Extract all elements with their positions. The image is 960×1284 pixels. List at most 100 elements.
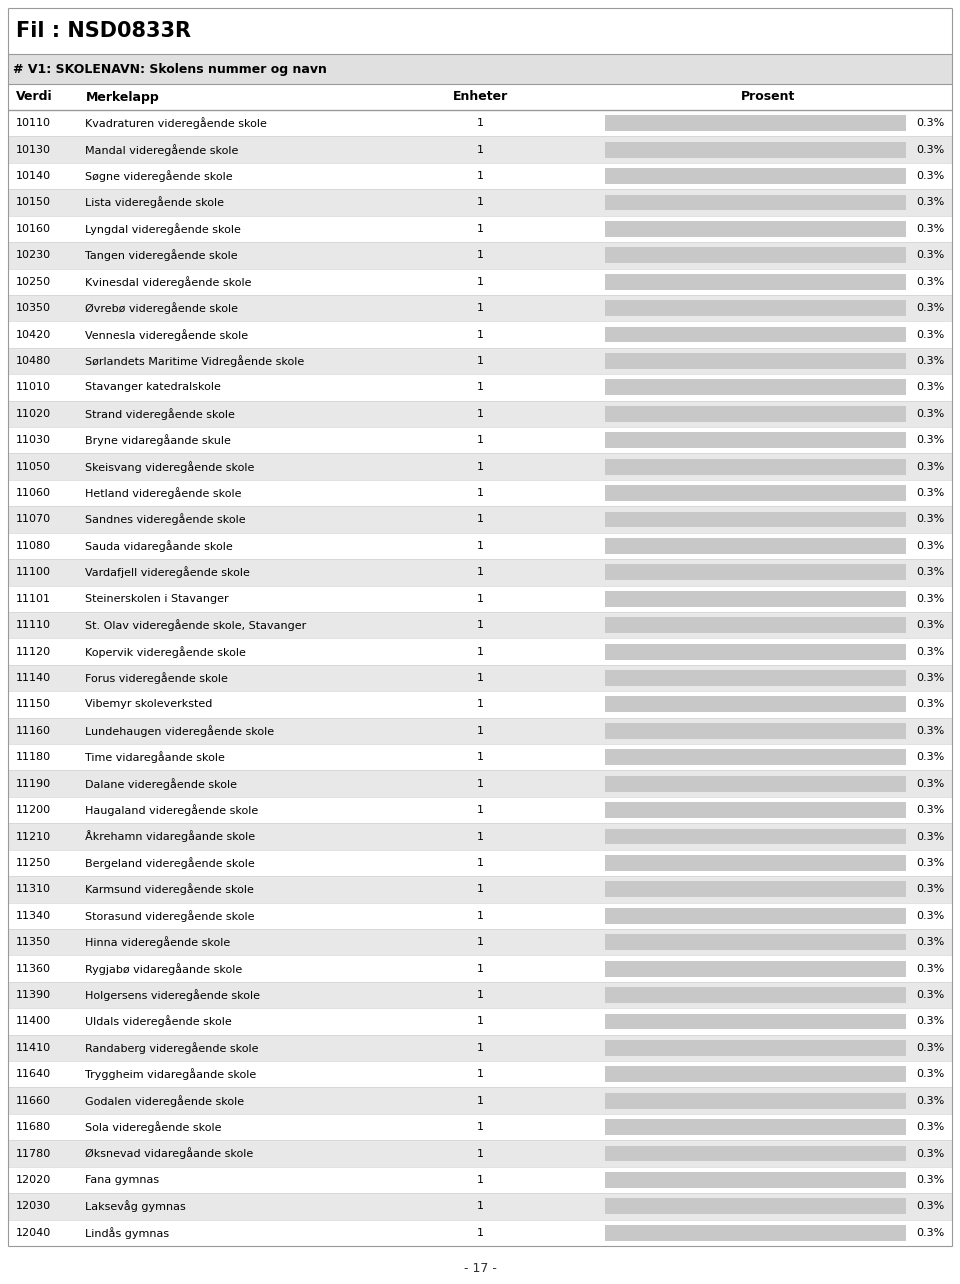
- Bar: [8, 374, 952, 401]
- Bar: [605, 353, 906, 369]
- Text: 1: 1: [476, 1017, 484, 1026]
- Bar: [8, 665, 952, 691]
- Bar: [605, 618, 906, 633]
- Text: 10130: 10130: [15, 145, 51, 154]
- Bar: [8, 1115, 952, 1140]
- Text: 0.3%: 0.3%: [916, 858, 945, 868]
- Text: 11150: 11150: [15, 700, 51, 710]
- Text: 0.3%: 0.3%: [916, 145, 945, 154]
- Text: 11410: 11410: [15, 1043, 51, 1053]
- Text: 1: 1: [476, 937, 484, 948]
- Text: Dalane videregående skole: Dalane videregående skole: [85, 778, 237, 790]
- Text: 1: 1: [476, 303, 484, 313]
- Text: 0.3%: 0.3%: [916, 700, 945, 710]
- Text: 1: 1: [476, 568, 484, 578]
- Text: Sauda vidaregåande skole: Sauda vidaregåande skole: [85, 541, 233, 552]
- Bar: [605, 1066, 906, 1082]
- Text: Storasund videregående skole: Storasund videregående skole: [85, 910, 255, 922]
- Text: Steinerskolen i Stavanger: Steinerskolen i Stavanger: [85, 593, 229, 603]
- Text: 0.3%: 0.3%: [916, 1017, 945, 1026]
- Text: Time vidaregåande skole: Time vidaregåande skole: [85, 751, 226, 763]
- Text: Fil : NSD0833R: Fil : NSD0833R: [16, 21, 191, 41]
- Text: 10140: 10140: [15, 171, 51, 181]
- Text: 11120: 11120: [15, 647, 51, 656]
- Text: 0.3%: 0.3%: [916, 356, 945, 366]
- Text: 0.3%: 0.3%: [916, 1175, 945, 1185]
- Bar: [8, 1061, 952, 1088]
- Text: 0.3%: 0.3%: [916, 303, 945, 313]
- Text: Haugaland videregående skole: Haugaland videregående skole: [85, 804, 258, 817]
- Text: 0.3%: 0.3%: [916, 488, 945, 498]
- Text: 0.3%: 0.3%: [916, 250, 945, 261]
- Text: 0.3%: 0.3%: [916, 541, 945, 551]
- Bar: [8, 823, 952, 850]
- Bar: [8, 638, 952, 665]
- Bar: [605, 723, 906, 738]
- Text: 1: 1: [476, 858, 484, 868]
- Text: Lista videregående skole: Lista videregående skole: [85, 196, 225, 208]
- Text: 11010: 11010: [15, 383, 51, 393]
- Text: 11200: 11200: [15, 805, 51, 815]
- Text: Mandal videregående skole: Mandal videregående skole: [85, 144, 239, 155]
- Bar: [8, 1035, 952, 1061]
- Text: Øvrebø videregående skole: Øvrebø videregående skole: [85, 302, 238, 315]
- Text: 11070: 11070: [15, 515, 51, 524]
- Text: Kvinesdal videregående skole: Kvinesdal videregående skole: [85, 276, 252, 288]
- Bar: [605, 643, 906, 660]
- Text: 0.3%: 0.3%: [916, 1070, 945, 1080]
- Text: 11340: 11340: [15, 910, 51, 921]
- Text: 11400: 11400: [15, 1017, 51, 1026]
- Bar: [8, 955, 952, 982]
- Text: 1: 1: [476, 488, 484, 498]
- Bar: [8, 506, 952, 533]
- Text: 1: 1: [476, 1095, 484, 1106]
- Text: 1: 1: [476, 647, 484, 656]
- Bar: [605, 195, 906, 211]
- Text: 10420: 10420: [15, 330, 51, 339]
- Text: Godalen videregående skole: Godalen videregående skole: [85, 1095, 245, 1107]
- Bar: [605, 750, 906, 765]
- Text: 1: 1: [476, 250, 484, 261]
- Text: 11050: 11050: [15, 462, 51, 471]
- Text: 1: 1: [476, 171, 484, 181]
- Bar: [605, 406, 906, 421]
- Text: 11110: 11110: [15, 620, 51, 630]
- Bar: [8, 1167, 952, 1193]
- Text: Sørlandets Maritime Vidregående skole: Sørlandets Maritime Vidregående skole: [85, 354, 304, 367]
- Text: 11160: 11160: [15, 725, 51, 736]
- Text: 11080: 11080: [15, 541, 51, 551]
- Bar: [605, 1225, 906, 1240]
- Bar: [8, 83, 952, 110]
- Text: 0.3%: 0.3%: [916, 435, 945, 446]
- Bar: [8, 1220, 952, 1245]
- Bar: [8, 348, 952, 374]
- Text: 12040: 12040: [15, 1228, 51, 1238]
- Bar: [8, 216, 952, 243]
- Text: Åkrehamn vidaregåande skole: Åkrehamn vidaregåande skole: [85, 831, 255, 842]
- Bar: [605, 1093, 906, 1108]
- Bar: [8, 930, 952, 955]
- Text: 10160: 10160: [15, 223, 51, 234]
- Text: 10110: 10110: [15, 118, 51, 128]
- Bar: [605, 591, 906, 606]
- Text: Holgersens videregående skole: Holgersens videregående skole: [85, 989, 260, 1002]
- Text: 1: 1: [476, 832, 484, 841]
- Text: Søgne videregående skole: Søgne videregående skole: [85, 169, 233, 182]
- Text: 1: 1: [476, 620, 484, 630]
- Bar: [605, 326, 906, 343]
- Text: 11680: 11680: [15, 1122, 51, 1132]
- Bar: [8, 612, 952, 638]
- Text: Vardafjell videregående skole: Vardafjell videregående skole: [85, 566, 251, 578]
- Text: 10230: 10230: [15, 250, 51, 261]
- Bar: [8, 586, 952, 612]
- Bar: [8, 480, 952, 506]
- Text: 1: 1: [476, 1202, 484, 1211]
- Text: 0.3%: 0.3%: [916, 515, 945, 524]
- Bar: [605, 1120, 906, 1135]
- Text: Tangen videregående skole: Tangen videregående skole: [85, 249, 238, 261]
- Bar: [8, 295, 952, 321]
- Text: Karmsund videregående skole: Karmsund videregående skole: [85, 883, 254, 895]
- Bar: [8, 1088, 952, 1115]
- Text: 11140: 11140: [15, 673, 51, 683]
- Text: Prosent: Prosent: [741, 90, 796, 104]
